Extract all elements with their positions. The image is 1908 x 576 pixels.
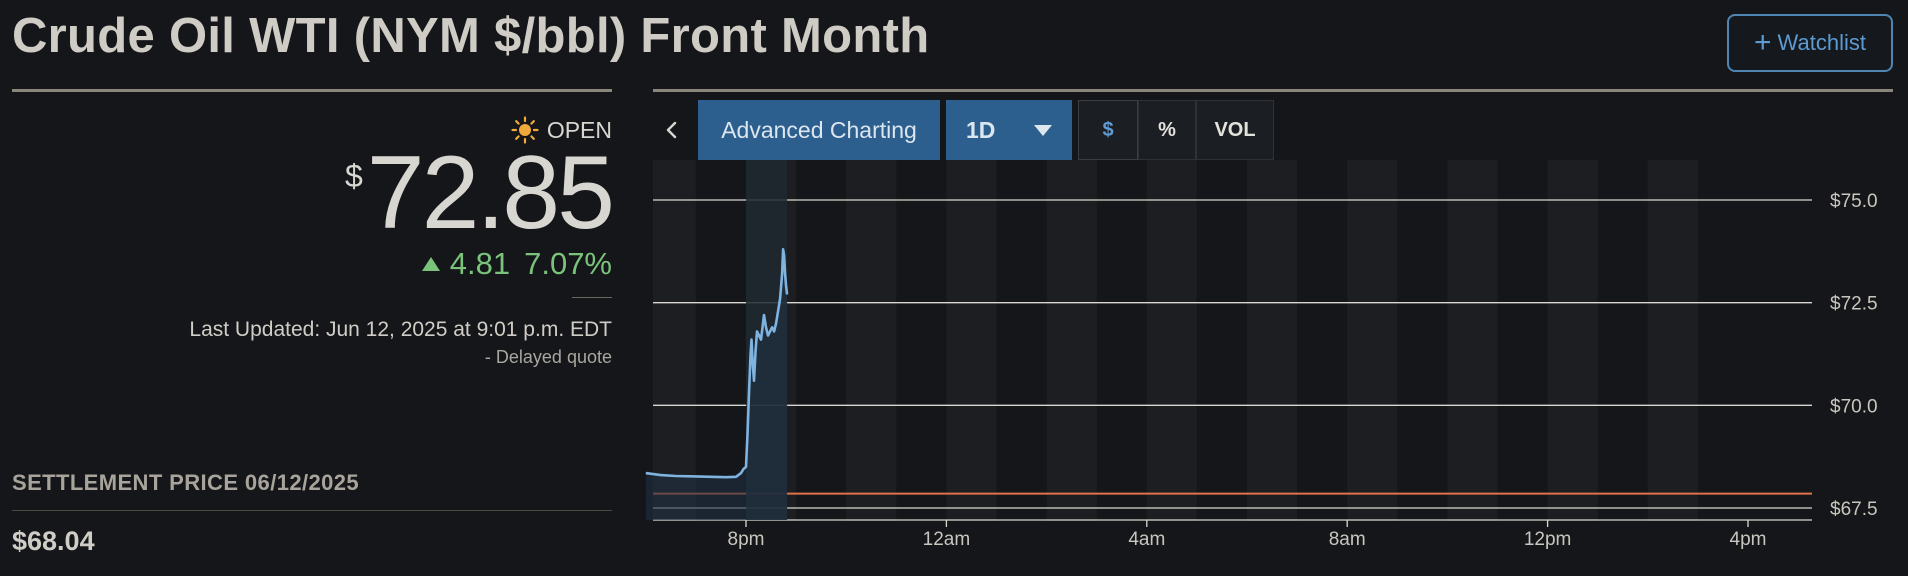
- x-tick-label: 12pm: [1524, 529, 1572, 550]
- y-tick-label: $72.5: [1830, 294, 1878, 315]
- last-price: $ 72.85: [344, 135, 615, 251]
- advanced-charting-button[interactable]: Advanced Charting: [698, 100, 940, 160]
- hour-band: [1547, 160, 1598, 521]
- chart-panel-divider: [653, 89, 1893, 92]
- hour-band: [746, 160, 797, 521]
- price-change: 4.81 7.07%: [421, 246, 612, 282]
- x-tick-label: 12am: [923, 529, 971, 550]
- quote-panel-divider: [12, 89, 612, 92]
- x-tick-label: 4pm: [1730, 529, 1767, 550]
- chart-back-button[interactable]: [654, 100, 690, 160]
- add-to-watchlist-button[interactable]: + Watchlist: [1727, 14, 1893, 72]
- y-tick-label: $67.5: [1830, 499, 1878, 520]
- hour-band: [846, 160, 897, 521]
- hour-band: [1347, 160, 1398, 521]
- mode-percent-button[interactable]: %: [1138, 100, 1196, 160]
- x-tick-label: 8pm: [728, 529, 765, 550]
- mode-dollar-button[interactable]: $: [1078, 100, 1138, 160]
- market-status-label: OPEN: [546, 116, 612, 143]
- delayed-quote-note: - Delayed quote: [484, 347, 612, 367]
- hour-band: [1447, 160, 1498, 521]
- x-tick-label: 8am: [1329, 529, 1366, 550]
- price-value: 72.85: [366, 135, 615, 251]
- change-value: 4.81: [449, 246, 511, 281]
- time-range-value: 1D: [966, 116, 996, 143]
- y-axis-labels: $75.0 $72.5 $70.0 $67.5: [1830, 191, 1878, 520]
- hour-band: [946, 160, 997, 521]
- price-line: [645, 248, 789, 479]
- last-updated: Last Updated: Jun 12, 2025 at 9:01 p.m. …: [189, 318, 612, 341]
- chart-hour-bands: [653, 160, 1698, 521]
- y-tick-label: $75.0: [1830, 191, 1878, 212]
- hour-band: [1046, 160, 1097, 521]
- x-tick-label: 4am: [1128, 529, 1165, 550]
- hour-band: [1146, 160, 1197, 521]
- hour-band: [1247, 160, 1298, 521]
- settlement-divider: [12, 510, 612, 511]
- market-status: OPEN: [511, 116, 612, 144]
- chart-gridlines: [653, 199, 1812, 527]
- session-shade: [746, 160, 788, 520]
- settlement-value: $68.04: [12, 526, 95, 556]
- chart-series: [645, 160, 789, 521]
- up-arrow-icon: [421, 257, 440, 271]
- settlement-label: SETTLEMENT PRICE 06/12/2025: [12, 470, 360, 495]
- change-divider: [572, 297, 612, 298]
- plus-icon: +: [1754, 26, 1772, 59]
- currency-symbol: $: [344, 158, 363, 194]
- watchlist-label: Watchlist: [1777, 30, 1866, 55]
- series-area: [645, 249, 788, 521]
- mode-volume-button[interactable]: VOL: [1196, 100, 1274, 160]
- x-axis-labels: 8pm 12am 4am 8am 12pm 4pm: [728, 529, 1767, 550]
- hour-band: [1647, 160, 1698, 521]
- page-title: Crude Oil WTI (NYM $/bbl) Front Month: [12, 9, 930, 63]
- caret-down-icon: [1034, 124, 1052, 136]
- sun-icon: [511, 116, 539, 144]
- y-tick-label: $70.0: [1830, 396, 1878, 417]
- time-range-select[interactable]: 1D: [946, 100, 1072, 160]
- hour-band: [653, 160, 696, 521]
- chevron-left-icon: [666, 121, 677, 139]
- change-percent: 7.07%: [524, 246, 612, 281]
